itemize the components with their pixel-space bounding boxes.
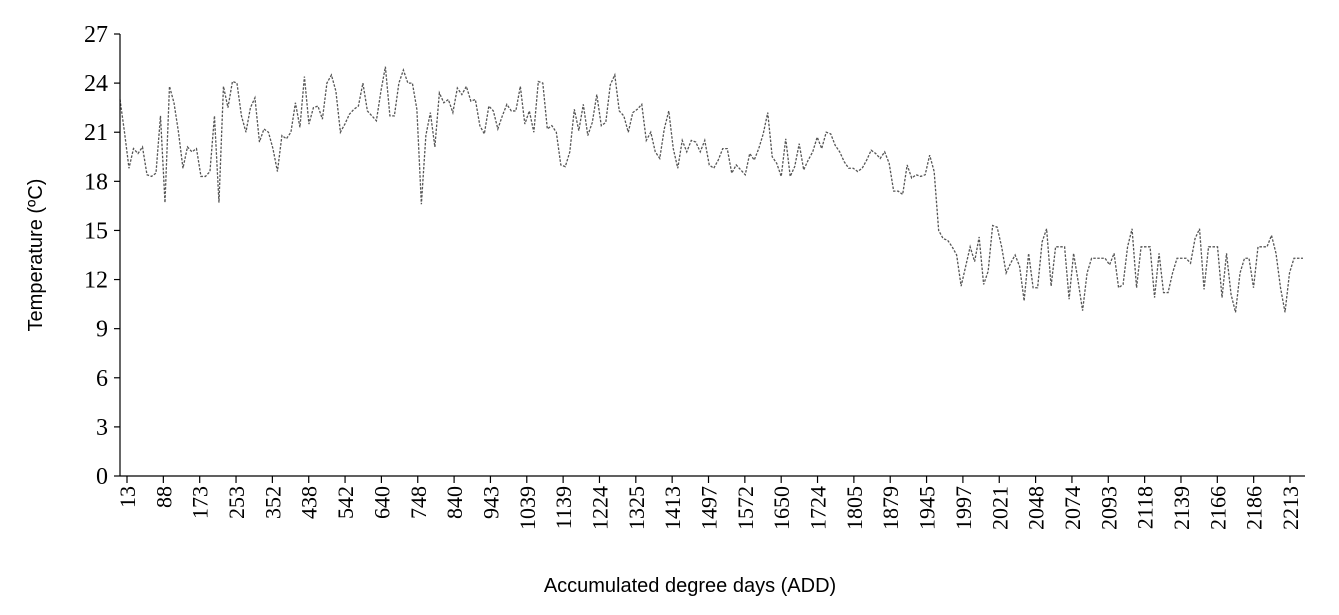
x-tick-label: 748 xyxy=(406,486,431,519)
y-tick-label: 9 xyxy=(96,317,108,343)
y-tick-label: 6 xyxy=(96,366,108,392)
x-tick-label: 2118 xyxy=(1133,486,1158,529)
x-tick-label: 1413 xyxy=(660,486,685,530)
x-tick-label: 1945 xyxy=(915,486,940,530)
x-tick-label: 1039 xyxy=(515,486,540,530)
x-tick-label: 1325 xyxy=(624,486,649,530)
y-tick-label: 12 xyxy=(84,268,108,294)
y-axis-title: Temperature (ºC) xyxy=(25,179,47,332)
temperature-series-line xyxy=(119,66,1303,313)
x-tick-label: 88 xyxy=(151,486,176,508)
x-tick-label: 173 xyxy=(188,486,213,519)
x-axis-ticks: 13 88 173 253 352 438 542 640 748 840 943 1039 1139 1… xyxy=(115,476,1303,530)
y-tick-label: 3 xyxy=(96,415,108,441)
x-tick-label: 943 xyxy=(478,486,503,519)
x-tick-label: 1650 xyxy=(769,486,794,530)
x-tick-label: 2021 xyxy=(987,486,1012,530)
x-tick-label: 1139 xyxy=(551,486,576,529)
x-tick-label: 1724 xyxy=(806,486,831,530)
x-tick-label: 1224 xyxy=(587,486,612,530)
x-tick-label: 1572 xyxy=(733,486,758,530)
x-tick-label: 13 xyxy=(115,486,140,508)
x-tick-label: 840 xyxy=(442,486,467,519)
x-tick-label: 438 xyxy=(297,486,322,519)
x-tick-label: 2186 xyxy=(1242,486,1267,530)
x-tick-label: 2093 xyxy=(1096,486,1121,530)
y-axis-ticks: 0 3 6 9 12 15 18 21 24 27 xyxy=(84,22,120,490)
x-tick-label: 2074 xyxy=(1060,486,1085,530)
x-tick-label: 1879 xyxy=(878,486,903,530)
x-tick-label: 2139 xyxy=(1169,486,1194,530)
x-tick-label: 542 xyxy=(333,486,358,519)
y-tick-label: 24 xyxy=(84,71,108,97)
x-tick-label: 2166 xyxy=(1205,486,1230,530)
x-tick-label: 640 xyxy=(369,486,394,519)
y-tick-label: 0 xyxy=(96,464,108,490)
y-tick-label: 21 xyxy=(84,120,108,146)
y-tick-label: 15 xyxy=(84,218,108,244)
x-axis-title: Accumulated degree days (ADD) xyxy=(544,575,836,597)
y-tick-label: 18 xyxy=(84,169,108,195)
x-tick-label: 2048 xyxy=(1024,486,1049,530)
x-tick-label: 2213 xyxy=(1278,486,1303,530)
x-tick-label: 352 xyxy=(260,486,285,519)
x-tick-label: 1805 xyxy=(842,486,867,530)
x-tick-label: 1997 xyxy=(951,486,976,530)
x-tick-label: 253 xyxy=(224,486,249,519)
x-tick-label: 1497 xyxy=(697,486,722,530)
y-tick-label: 27 xyxy=(84,22,108,48)
